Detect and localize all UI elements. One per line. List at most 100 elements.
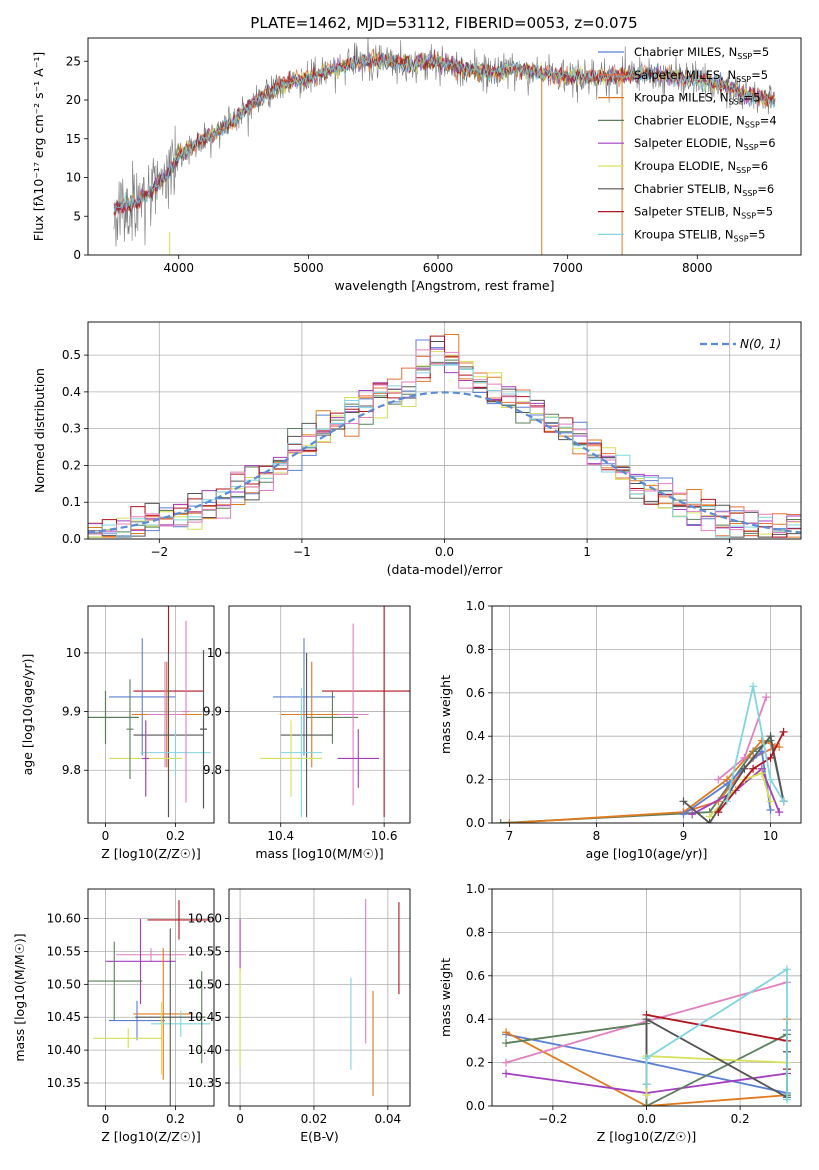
- x-tick-label: 0.0: [637, 1112, 656, 1126]
- error-bar-point: [109, 638, 176, 756]
- y-tick-label: 0.2: [466, 1056, 485, 1070]
- y-tick-label: 0.4: [466, 1012, 485, 1026]
- mass-vs-EBV-plot-area: [239, 898, 400, 1097]
- y-tick-label: 10.40: [47, 1043, 81, 1057]
- y-tick-label: 0.0: [466, 816, 485, 830]
- y-tick-label: 9.8: [62, 763, 81, 777]
- weight-marker: [505, 819, 514, 823]
- histogram-series: [88, 349, 801, 535]
- mass-vs-Z-plot-area: [88, 900, 211, 1106]
- spectrum-model-line: [113, 53, 775, 212]
- y-tick-label: 0.1: [62, 495, 81, 509]
- error-bar-point: [140, 729, 211, 777]
- x-tick-label: 0.02: [301, 1112, 328, 1126]
- y-tick-label: 9.8: [203, 763, 222, 777]
- error-bar-point: [198, 971, 206, 1064]
- weight-marker: [766, 732, 775, 741]
- legend-label: Salpeter STELIB, NSSP=5: [634, 205, 773, 221]
- y-tick-label: 0.8: [466, 925, 485, 939]
- y-tick-label: 0.4: [62, 385, 81, 399]
- weight-marker: [775, 808, 784, 817]
- x-tick-label: 10.4: [267, 829, 294, 843]
- x-tick-label: 7000: [552, 261, 583, 275]
- x-tick-label: 8: [593, 829, 601, 843]
- error-bar-point: [272, 638, 336, 756]
- spectrum-panel: 4000 5000 6000 7000 8000 0 5 10 15 20 25 wavelength…: [31, 37, 802, 293]
- x-tick-label: 0.2: [731, 1112, 750, 1126]
- legend-subscript: SSP: [734, 234, 749, 243]
- y-tick-label: 9.9: [62, 705, 81, 719]
- age-vs-Z-plot-area: [88, 606, 211, 818]
- error-bar-point: [147, 661, 183, 768]
- x-tick-label: 9: [680, 829, 688, 843]
- weight-marker: [714, 808, 723, 817]
- x-tick-label: 0.0: [435, 545, 454, 559]
- x-axis-label: wavelength [Angstrom, rest frame]: [334, 278, 554, 293]
- weight-line: [645, 967, 788, 1100]
- residuals-panel: −2 −1 0.0 1 2 0.0 0.1 0.2 0.3 0.4 0.5 (data-model)/…: [32, 321, 802, 577]
- normal-legend-label: N(0, 1): [740, 337, 781, 351]
- y-tick-label: 10: [207, 646, 222, 660]
- y-tick-label: 0.6: [466, 969, 485, 983]
- weight-marker: [779, 797, 788, 806]
- x-tick-label: −1: [293, 545, 311, 559]
- weight-vs-age-panel: 7 8 9 10 0.0 0.2 0.4 0.6 0.8 1.0 age [log10(age/yr…: [438, 599, 802, 861]
- axes-frame: [87, 321, 802, 540]
- weight-marker: [642, 1080, 651, 1089]
- legend-label: Kroupa STELIB, NSSP=5: [634, 227, 765, 243]
- weight-marker: [714, 775, 723, 784]
- error-bar-point: [260, 720, 323, 797]
- normal-curve: [88, 391, 801, 534]
- weight-line: [726, 686, 785, 802]
- spectrum-legend: Chabrier MILES, NSSP=5 Salpeter MILES, NS…: [598, 45, 777, 243]
- weight-marker: [705, 819, 714, 823]
- y-tick-label: 9.9: [203, 705, 222, 719]
- y-tick-label: 10.55: [188, 944, 222, 958]
- error-bar-point: [322, 606, 410, 818]
- y-tick-label: 0.6: [466, 686, 485, 700]
- weight-marker: [642, 1091, 651, 1100]
- x-tick-label: 0.04: [374, 1112, 401, 1126]
- y-tick-label: 10.55: [47, 944, 81, 958]
- error-bar-point: [109, 1000, 165, 1041]
- axes-frame: [228, 605, 411, 824]
- weight-marker: [642, 1015, 651, 1024]
- error-bar-point: [147, 900, 211, 940]
- error-bar-point: [159, 1002, 164, 1075]
- legend-label: Chabrier MILES, NSSP=5: [634, 45, 769, 61]
- weight-marker: [740, 764, 749, 773]
- weight-series: [679, 747, 775, 819]
- error-bar-point: [182, 620, 190, 803]
- y-tick-label: 5: [73, 209, 81, 223]
- y-axis-label: mass weight: [438, 675, 453, 754]
- y-tick-label: 25: [66, 54, 81, 68]
- y-tick-label: 0.5: [62, 348, 81, 362]
- legend-subscript: SSP: [736, 75, 751, 84]
- axes-frame: [87, 888, 215, 1107]
- error-bar-point: [133, 948, 193, 1080]
- spectrum-plot-area: [113, 38, 776, 255]
- error-bar-point: [280, 652, 333, 818]
- axes-frame: [87, 605, 215, 824]
- legend-label: Chabrier STELIB, NSSP=6: [634, 182, 774, 198]
- legend-label: Chabrier ELODIE, NSSP=4: [634, 113, 777, 129]
- weight-line: [645, 1017, 788, 1099]
- error-bar-point: [135, 928, 206, 1106]
- x-tick-label: 10: [763, 829, 778, 843]
- weight-vs-age-plot-area: [496, 682, 788, 823]
- x-tick-label: 0: [236, 1112, 244, 1126]
- x-tick-label: −0.2: [538, 1112, 567, 1126]
- error-bar-point: [105, 918, 176, 1005]
- legend-value: =5: [744, 91, 761, 105]
- x-axis-label: age [log10(age/yr)]: [586, 846, 708, 861]
- age-vs-Z-panel: 0 0.2 9.8 9.9 10 Z [log10(Z/Z☉)] age [log10(ag…: [20, 605, 215, 861]
- x-tick-label: 6000: [423, 261, 454, 275]
- x-tick-label: 8000: [682, 261, 713, 275]
- weight-marker: [766, 805, 775, 814]
- x-tick-label: 2: [726, 545, 734, 559]
- error-bar-point: [306, 691, 359, 744]
- weight-line: [691, 767, 781, 816]
- weight-marker: [766, 797, 775, 806]
- legend-value: =6: [757, 182, 774, 196]
- axes-frame: [491, 888, 802, 1107]
